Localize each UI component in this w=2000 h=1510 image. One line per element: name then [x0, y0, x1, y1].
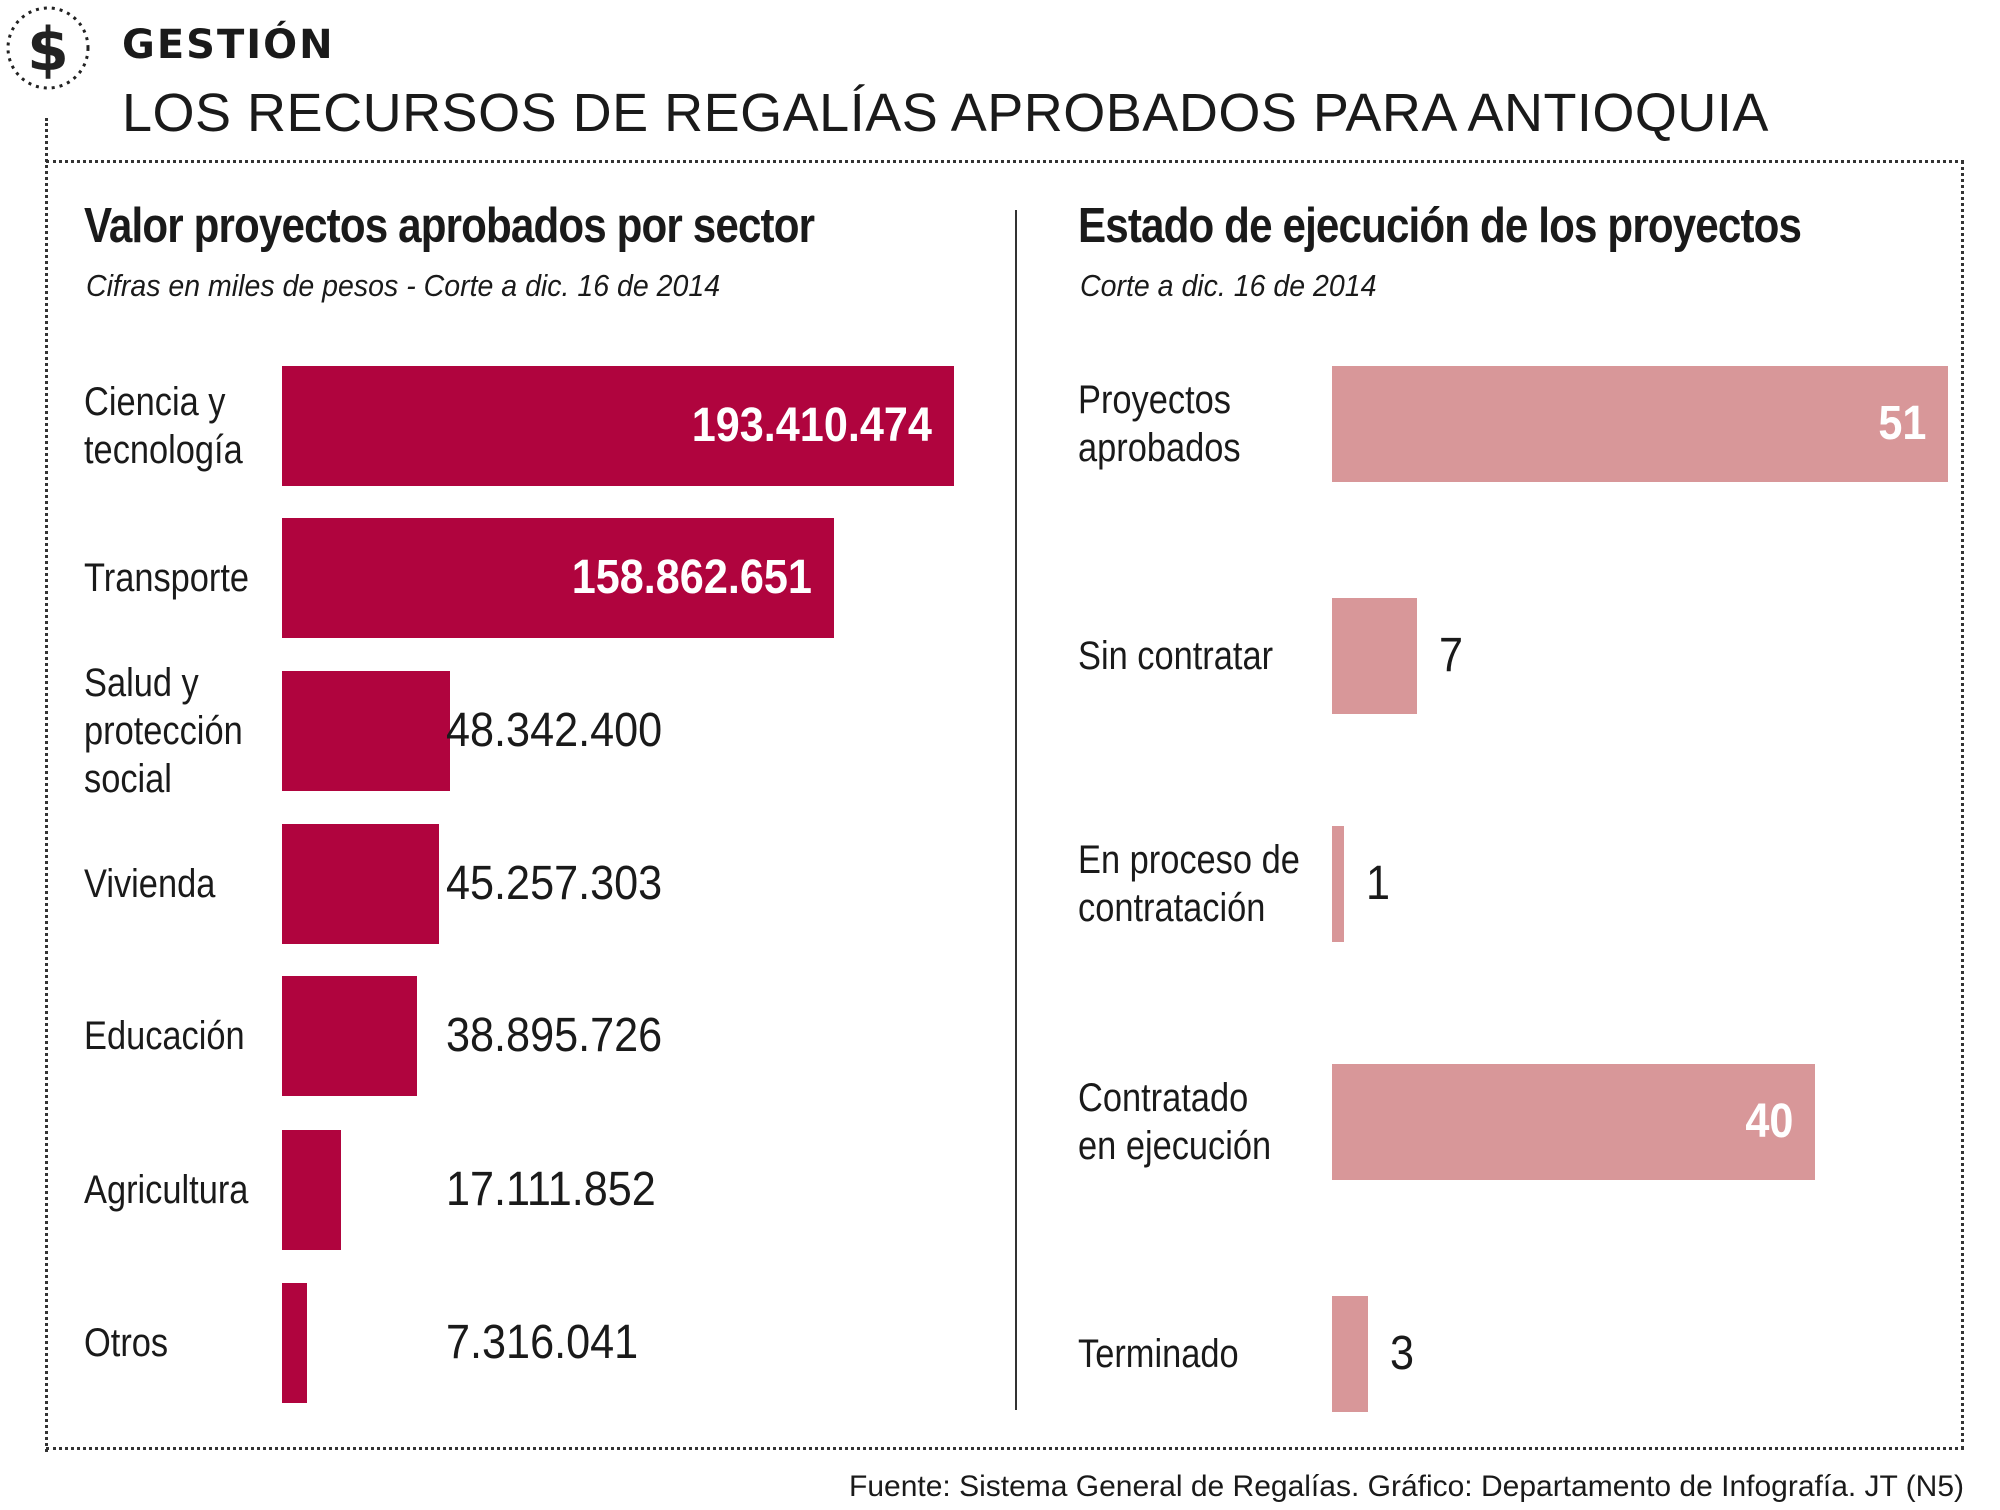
bar	[1332, 826, 1345, 942]
section-kicker: GESTIÓN	[122, 22, 335, 68]
left-panel-subtitle: Cifras en miles de pesos - Corte a dic. …	[86, 268, 721, 303]
bar	[282, 976, 418, 1096]
svg-text:$: $	[27, 15, 69, 85]
value-label: 1	[1366, 857, 1391, 910]
value-label: 7	[1438, 629, 1463, 682]
bar	[282, 366, 954, 486]
chart-frame	[46, 160, 1964, 1450]
category-label: Terminado	[1078, 1332, 1239, 1376]
bar	[1332, 1064, 1816, 1180]
value-label: 193.410.474	[691, 399, 932, 452]
value-label: 40	[1745, 1095, 1794, 1148]
value-label: 48.342.400	[446, 704, 663, 757]
category-label: Agricultura	[84, 1168, 249, 1212]
value-label: 45.257.303	[446, 857, 663, 910]
bar	[282, 824, 440, 944]
bar	[282, 1130, 342, 1250]
main-title: LOS RECURSOS DE REGALÍAS APROBADOS PARA …	[122, 83, 1769, 143]
category-label: Educación	[84, 1014, 245, 1058]
value-label: 38.895.726	[446, 1009, 663, 1062]
right-panel-title: Estado de ejecución de los proyectos	[1078, 199, 1802, 253]
bar	[282, 1283, 308, 1403]
source-note: Fuente: Sistema General de Regalías. Grá…	[849, 1470, 1964, 1503]
bar	[282, 518, 834, 638]
value-label: 158.862.651	[571, 551, 812, 604]
frame-left-border	[45, 118, 48, 1452]
bar	[1332, 366, 1948, 482]
bar	[1332, 598, 1417, 714]
category-label: Proyectos aprobados	[1078, 378, 1241, 470]
value-label: 17.111.852	[446, 1163, 656, 1216]
category-label: Otros	[84, 1321, 169, 1365]
dollar-icon: $	[6, 6, 90, 90]
right-panel-subtitle: Corte a dic. 16 de 2014	[1080, 268, 1377, 303]
left-panel-title: Valor proyectos aprobados por sector	[84, 199, 815, 253]
value-label: 3	[1390, 1327, 1415, 1380]
category-label: Salud y protección social	[84, 661, 243, 801]
bar	[282, 671, 450, 791]
value-label: 51	[1877, 397, 1926, 450]
panel-divider	[1015, 210, 1017, 1410]
category-label: Ciencia y tecnología	[84, 380, 243, 472]
category-label: Vivienda	[84, 862, 216, 906]
category-label: En proceso de contratación	[1078, 838, 1300, 930]
category-label: Sin contratar	[1078, 634, 1274, 678]
bar	[1332, 1296, 1369, 1412]
category-label: Contratado en ejecución	[1078, 1076, 1272, 1168]
value-label: 7.316.041	[446, 1316, 639, 1369]
category-label: Transporte	[84, 556, 250, 600]
